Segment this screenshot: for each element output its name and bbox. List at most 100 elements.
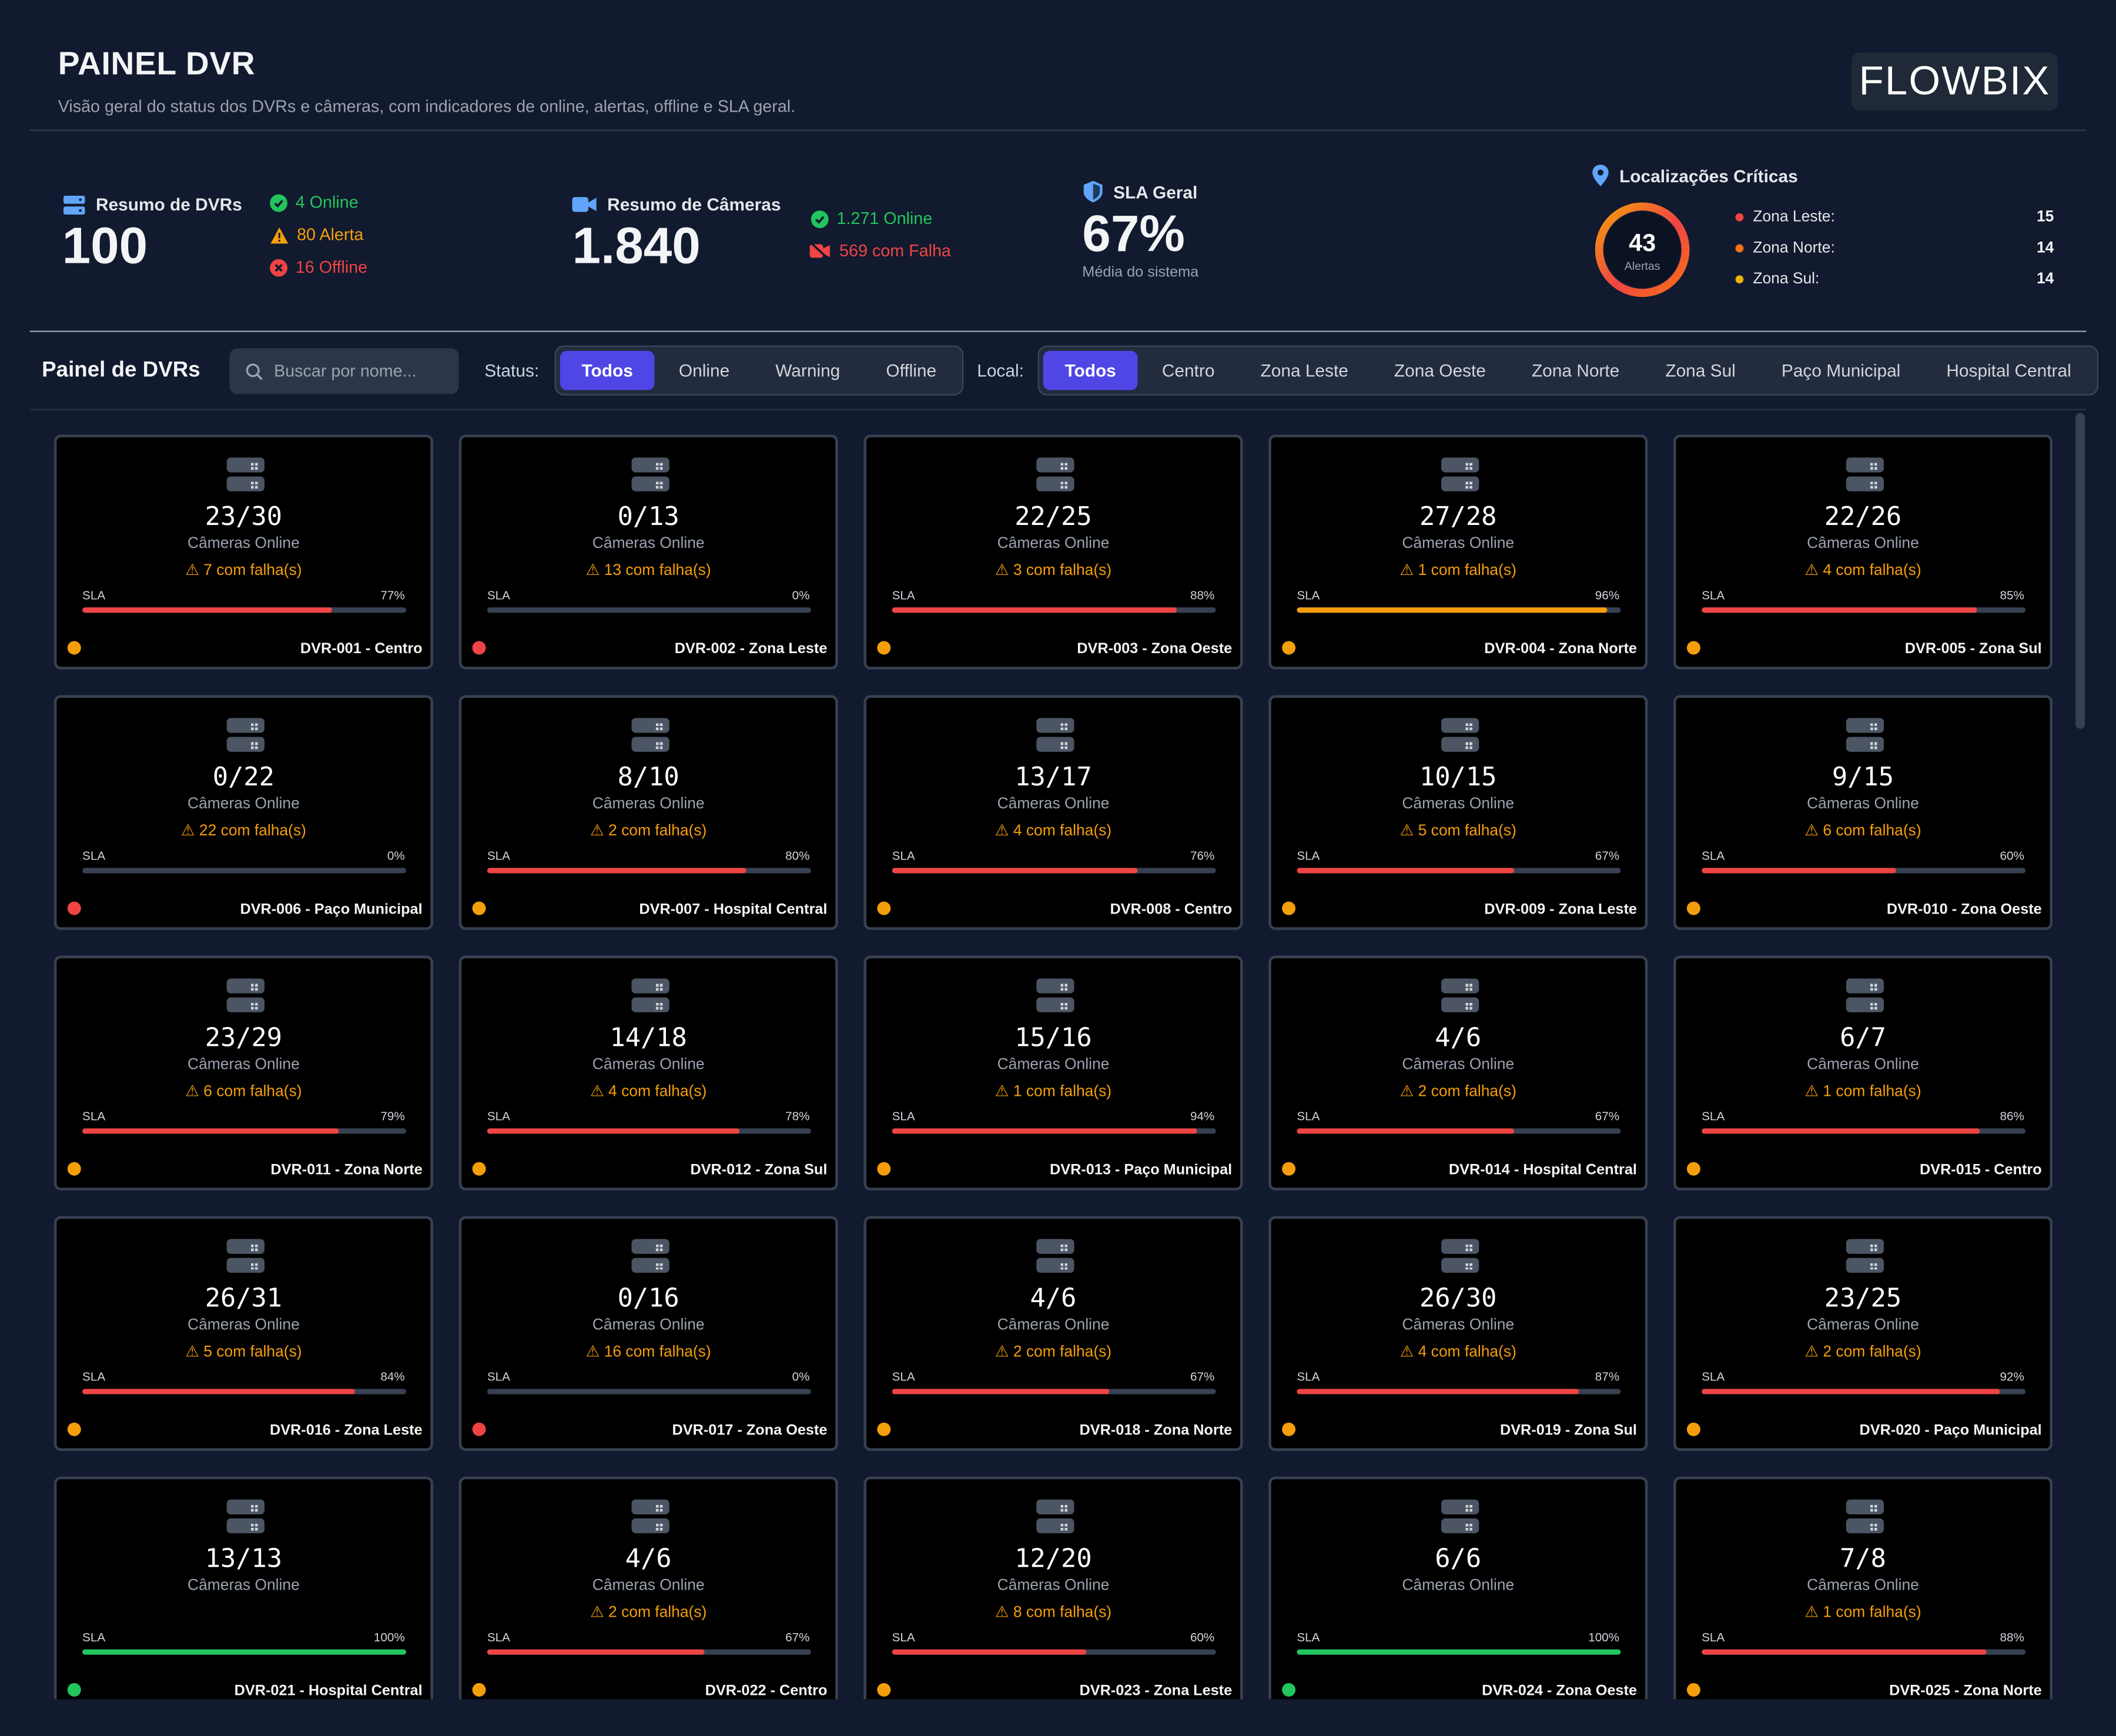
sla-percent: 85%	[2000, 588, 2024, 602]
dvr-card[interactable]: 26/30 Câmeras Online ⚠ 4 com falha(s) SLA 87…	[1268, 1216, 1648, 1451]
sla-bar-fill	[487, 1649, 704, 1655]
dvr-total: 100	[62, 218, 148, 276]
status-option[interactable]: Offline	[886, 360, 937, 381]
status-dot	[1686, 1683, 1700, 1697]
camera-count: 22/26	[1824, 502, 1902, 532]
warning-icon: ⚠	[1399, 563, 1414, 579]
dvr-card[interactable]: 10/15 Câmeras Online ⚠ 5 com falha(s) SLA 67…	[1268, 695, 1648, 930]
status-option[interactable]: Warning	[775, 360, 841, 381]
video-off-icon	[809, 243, 830, 259]
x-circle-icon	[270, 258, 288, 276]
cameras-online-label: Câmeras Online	[592, 1317, 705, 1334]
dvr-card[interactable]: 26/31 Câmeras Online ⚠ 5 com falha(s) SLA 84…	[53, 1216, 433, 1451]
dvr-offline-count: 16 Offline	[270, 258, 367, 277]
failure-note: ⚠ 2 com falha(s)	[461, 1602, 835, 1621]
cameras-online-label: Câmeras Online	[997, 796, 1110, 813]
dvr-card[interactable]: 15/16 Câmeras Online ⚠ 1 com falha(s) SLA 94…	[863, 955, 1243, 1190]
search-icon	[246, 363, 263, 380]
failure-text: 5 com falha(s)	[1418, 823, 1516, 840]
warning-icon: ⚠	[995, 1083, 1009, 1101]
dvr-card[interactable]: 13/13 Câmeras Online SLA 100% DVR-021 - Hosp…	[53, 1476, 433, 1700]
dvr-card[interactable]: 22/26 Câmeras Online ⚠ 4 com falha(s) SLA 85…	[1673, 434, 2053, 670]
sla-label: SLA	[487, 1370, 510, 1384]
sla-percent: 100%	[1588, 1630, 1620, 1644]
scrollbar[interactable]	[2075, 413, 2085, 729]
failure-note: ⚠ 4 com falha(s)	[1676, 560, 2050, 579]
server-icon	[1441, 1239, 1479, 1277]
server-icon	[226, 978, 264, 1016]
map-pin-icon	[1592, 165, 1609, 186]
dvr-card[interactable]: 23/30 Câmeras Online ⚠ 7 com falha(s) SLA 77…	[53, 434, 433, 670]
critical-locations-label: Localizações Críticas	[1592, 165, 1798, 186]
failure-text: 4 com falha(s)	[1013, 823, 1112, 840]
sla-label: SLA	[82, 849, 106, 863]
location-option[interactable]: Zona Norte	[1531, 360, 1620, 381]
status-option[interactable]: Todos	[560, 350, 655, 390]
failure-text: 2 com falha(s)	[608, 1604, 707, 1621]
dvr-card[interactable]: 4/6 Câmeras Online ⚠ 2 com falha(s) SLA 67% D…	[458, 1476, 838, 1700]
camera-count: 22/25	[1015, 502, 1092, 532]
status-dot	[1282, 1422, 1296, 1436]
dvr-card[interactable]: 0/22 Câmeras Online ⚠ 22 com falha(s) SLA 0%…	[53, 695, 433, 930]
sla-label: SLA	[82, 1109, 106, 1123]
status-dot	[877, 1162, 891, 1176]
server-icon	[63, 195, 85, 214]
sla-bar-fill	[1702, 1128, 1980, 1134]
dvr-offline-text: 16 Offline	[295, 257, 368, 277]
dvr-card[interactable]: 13/17 Câmeras Online ⚠ 4 com falha(s) SLA 76…	[863, 695, 1243, 930]
dvr-name: DVR-024 - Zona Oeste	[1482, 1683, 1637, 1700]
camera-count: 8/10	[617, 762, 679, 792]
sla-percent: 86%	[2000, 1109, 2024, 1123]
location-option[interactable]: Centro	[1161, 360, 1215, 381]
sla-bar-fill	[82, 1649, 407, 1655]
dvr-card[interactable]: 4/6 Câmeras Online ⚠ 2 com falha(s) SLA 67% D…	[1268, 955, 1648, 1190]
dvr-card[interactable]: 12/20 Câmeras Online ⚠ 8 com falha(s) SLA 60…	[863, 1476, 1243, 1700]
failure-text: 22 com falha(s)	[199, 823, 306, 840]
location-option[interactable]: Zona Leste	[1260, 360, 1348, 381]
sla-bar-fill	[1297, 1389, 1579, 1394]
sla-percent: 0%	[792, 588, 810, 602]
dvr-card[interactable]: 9/15 Câmeras Online ⚠ 6 com falha(s) SLA 60%…	[1673, 695, 2053, 930]
critical-row: Zona Leste: 15	[1735, 209, 2054, 225]
sla-bar-fill	[487, 868, 746, 874]
server-icon	[631, 1239, 669, 1277]
failure-note: ⚠ 7 com falha(s)	[56, 560, 430, 579]
dvr-card[interactable]: 7/8 Câmeras Online ⚠ 1 com falha(s) SLA 88% D…	[1673, 1476, 2053, 1700]
camera-count: 7/8	[1840, 1544, 1886, 1574]
dvr-card[interactable]: 23/25 Câmeras Online ⚠ 2 com falha(s) SLA 92…	[1673, 1216, 2053, 1451]
search-input[interactable]: Buscar por nome...	[229, 348, 459, 394]
warning-icon: ⚠	[1804, 1344, 1819, 1361]
dvr-name: DVR-009 - Zona Leste	[1484, 901, 1637, 918]
dvr-card[interactable]: 0/13 Câmeras Online ⚠ 13 com falha(s) SLA 0%…	[458, 434, 838, 670]
dvr-card[interactable]: 0/16 Câmeras Online ⚠ 16 com falha(s) SLA 0%…	[458, 1216, 838, 1451]
dvr-name: DVR-010 - Zona Oeste	[1886, 901, 2042, 918]
location-option[interactable]: Zona Oeste	[1394, 360, 1486, 381]
location-option[interactable]: Todos	[1043, 350, 1138, 390]
dvr-card[interactable]: 27/28 Câmeras Online ⚠ 1 com falha(s) SLA 96…	[1268, 434, 1648, 670]
sla-label: SLA	[1297, 849, 1320, 863]
failure-note: ⚠ 6 com falha(s)	[56, 1081, 430, 1101]
location-option[interactable]: Zona Sul	[1665, 360, 1736, 381]
location-option[interactable]: Paço Municipal	[1781, 360, 1901, 381]
dvr-card[interactable]: 14/18 Câmeras Online ⚠ 4 com falha(s) SLA 78…	[458, 955, 838, 1190]
dvr-card[interactable]: 23/29 Câmeras Online ⚠ 6 com falha(s) SLA 79…	[53, 955, 433, 1190]
warning-icon: ⚠	[585, 563, 600, 579]
camera-count: 23/25	[1824, 1283, 1902, 1313]
dvr-card[interactable]: 6/6 Câmeras Online SLA 100% DVR-024 - Zona O…	[1268, 1476, 1648, 1700]
warning-icon: ⚠	[590, 1604, 604, 1621]
sla-label: SLA	[892, 1630, 915, 1644]
dvr-card[interactable]: 6/7 Câmeras Online ⚠ 1 com falha(s) SLA 86% D…	[1673, 955, 2053, 1190]
sla-percent: 84%	[380, 1370, 405, 1384]
dvr-card[interactable]: 8/10 Câmeras Online ⚠ 2 com falha(s) SLA 80%…	[458, 695, 838, 930]
status-option[interactable]: Online	[678, 360, 730, 381]
sla-label: SLA	[892, 588, 915, 602]
dvr-card[interactable]: 22/25 Câmeras Online ⚠ 3 com falha(s) SLA 88…	[863, 434, 1243, 670]
dvr-name: DVR-013 - Paço Municipal	[1049, 1162, 1233, 1179]
dvr-name: DVR-005 - Zona Sul	[1904, 641, 2042, 658]
sla-percent: 67%	[785, 1630, 810, 1644]
camera-count: 14/18	[610, 1023, 687, 1053]
dvr-card[interactable]: 4/6 Câmeras Online ⚠ 2 com falha(s) SLA 67% D…	[863, 1216, 1243, 1451]
camera-count: 4/6	[1030, 1283, 1077, 1313]
location-option[interactable]: Hospital Central	[1946, 360, 2071, 381]
failure-note: ⚠ 4 com falha(s)	[461, 1081, 835, 1101]
